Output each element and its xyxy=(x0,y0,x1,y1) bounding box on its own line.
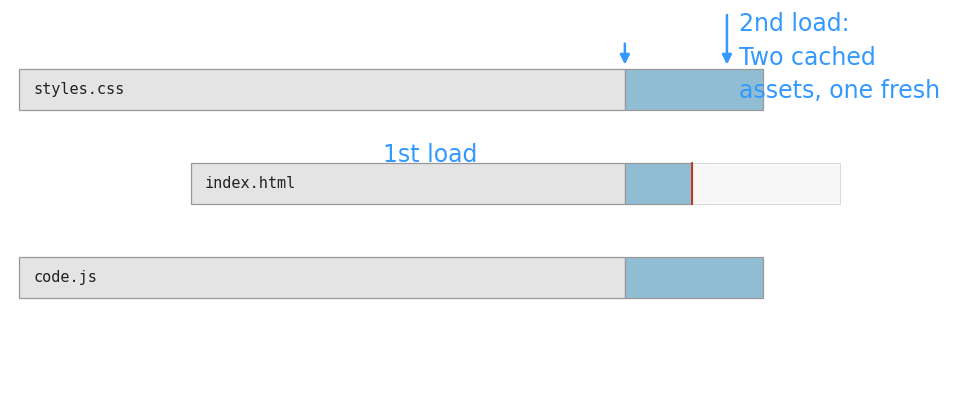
Bar xyxy=(624,257,762,298)
Text: styles.css: styles.css xyxy=(33,82,125,97)
Bar xyxy=(191,163,624,204)
Bar xyxy=(624,69,762,110)
Bar xyxy=(624,163,691,204)
Text: index.html: index.html xyxy=(205,176,296,191)
Text: 2nd load:
Two cached
assets, one fresh: 2nd load: Two cached assets, one fresh xyxy=(739,12,940,103)
Text: code.js: code.js xyxy=(33,270,97,285)
Text: 1st load: 1st load xyxy=(382,143,476,167)
Bar xyxy=(19,69,624,110)
Bar xyxy=(691,163,839,204)
Bar xyxy=(19,257,624,298)
